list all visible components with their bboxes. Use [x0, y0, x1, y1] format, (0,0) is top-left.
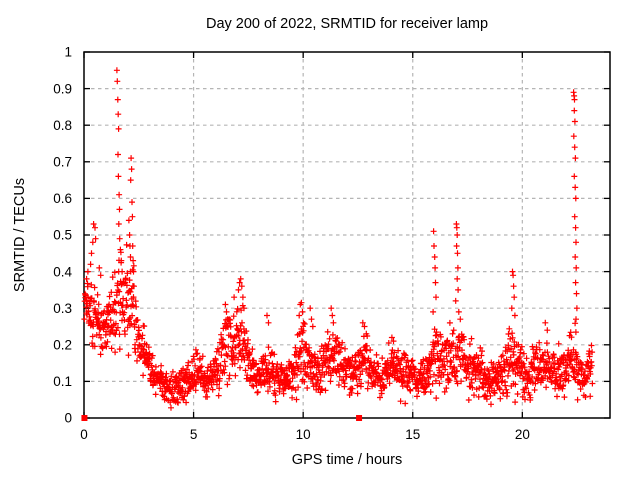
y-tick-label: 0.6 [53, 191, 72, 206]
x-axis-label: GPS time / hours [291, 452, 403, 468]
zero-square-marker [356, 415, 363, 421]
x-tick-label: 5 [190, 427, 198, 442]
y-tick-label: 0.3 [53, 301, 72, 316]
x-tick-label: 0 [80, 427, 88, 442]
y-tick-label: 0.1 [53, 374, 72, 389]
chart-title: Day 200 of 2022, SRMTID for receiver lam… [205, 16, 489, 32]
x-tick-label: 10 [296, 427, 311, 442]
y-tick-label: 0.8 [53, 118, 72, 133]
y-tick-label: 0 [64, 411, 72, 426]
zero-square-marker [81, 415, 88, 421]
y-tick-label: 0.4 [53, 264, 72, 279]
y-tick-label: 1 [64, 45, 72, 60]
y-tick-label: 0.5 [53, 228, 72, 243]
y-tick-label: 0.2 [53, 338, 72, 353]
y-tick-label: 0.7 [53, 155, 72, 170]
y-tick-label: 0.9 [53, 81, 72, 96]
scatter-points [81, 67, 596, 411]
x-tick-label: 15 [405, 427, 420, 442]
x-tick-label: 20 [515, 427, 530, 442]
